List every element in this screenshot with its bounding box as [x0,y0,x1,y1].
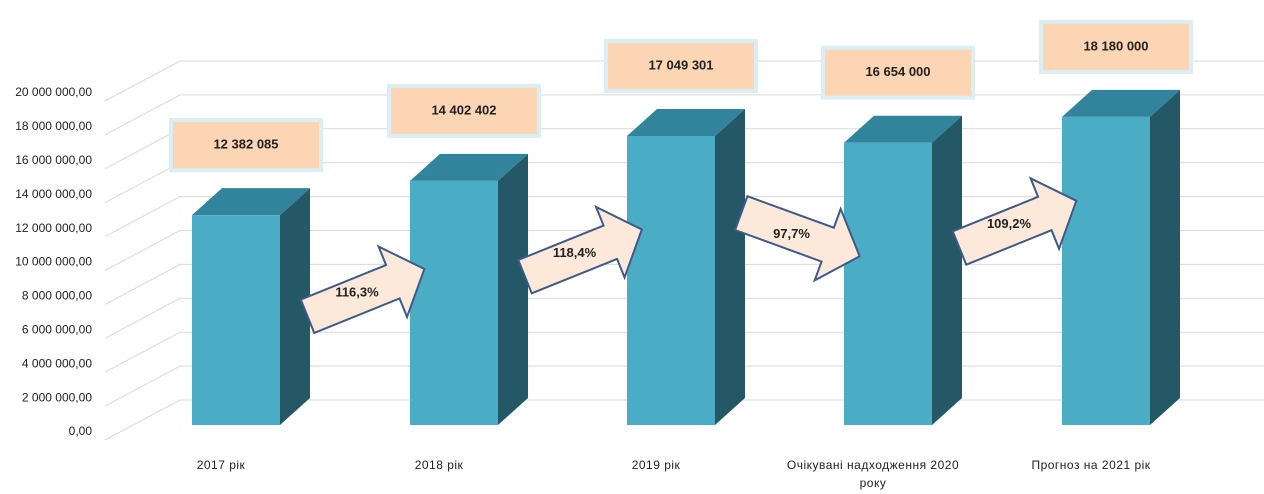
x-tick-label: Прогноз на 2021 рік [1031,458,1151,472]
bar-front [844,142,932,425]
y-tick-label: 20 000 000,00 [15,85,92,99]
x-tick-label: Очікувані надходження 2020 року [786,458,960,490]
y-tick-label: 2 000 000,00 [22,390,92,404]
y-tick-label: 10 000 000,00 [15,255,92,269]
y-tick-label: 18 000 000,00 [15,119,92,133]
y-tick-label: 4 000 000,00 [22,356,92,370]
value-label: 17 049 301 [648,57,713,72]
value-label-box [169,118,323,173]
bar [410,153,528,426]
growth-arrow [951,176,1078,266]
value-label: 14 402 402 [431,102,496,117]
bar-top [1062,89,1180,117]
bar-side [280,188,310,425]
bar-top [192,188,310,216]
value-label: 12 382 085 [213,137,278,152]
y-tick-label: 12 000 000,00 [15,221,92,235]
y-tick-label: 16 000 000,00 [15,153,92,167]
y-tick-label: 8 000 000,00 [22,289,92,303]
value-label-box [821,45,975,100]
bar-side [1150,89,1180,425]
growth-label: 97,7% [773,226,810,241]
growth-label: 118,4% [553,245,597,260]
growth-arrow [299,244,426,335]
bar-side [498,153,528,426]
bar-front [192,215,280,425]
arrow-shape [299,244,426,335]
y-tick-label: 6 000 000,00 [22,322,92,336]
bar [1062,89,1180,425]
bar-top [844,115,962,143]
bar-front [410,180,498,425]
value-label: 18 180 000 [1083,38,1148,53]
y-tick-label: 14 000 000,00 [15,187,92,201]
arrow-shape [733,194,861,283]
x-tick-label: 2017 рік [196,458,246,472]
bar [844,115,962,426]
bar-side [932,115,962,426]
bar-top [627,109,745,137]
value-label-box [1039,19,1193,74]
bar-side [715,109,745,426]
arrow-shape [951,176,1078,266]
y-tick-label: 0,00 [69,424,93,438]
growth-label: 116,3% [335,284,379,299]
x-tick-label: 2019 рік [631,458,681,472]
growth-label: 109,2% [987,216,1032,231]
value-label-box [604,39,758,94]
bar-top [410,153,528,181]
bar [192,188,310,425]
growth-arrow [733,194,861,283]
growth-arrow [516,204,644,295]
arrow-shape [516,204,644,295]
bar [627,109,745,426]
bar-front [627,136,715,425]
x-tick-label: 2018 рік [414,458,464,472]
value-label-box [387,83,541,138]
value-label: 16 654 000 [865,64,930,79]
bar-front [1062,116,1150,425]
